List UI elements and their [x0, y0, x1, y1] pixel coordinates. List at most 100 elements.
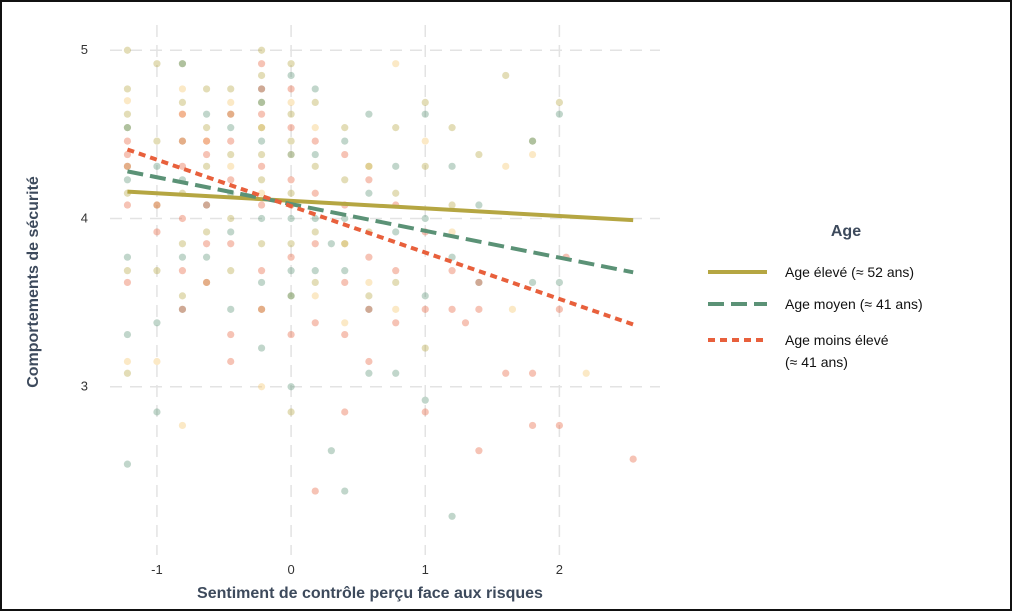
- data-point-series-1: [448, 201, 456, 209]
- data-point-series-1: [555, 98, 563, 106]
- data-point-series-1: [528, 137, 537, 145]
- data-point-series-3: [202, 240, 211, 248]
- data-point-series-2: [287, 383, 295, 391]
- data-point-series-3: [178, 137, 187, 145]
- data-point-series-3: [287, 124, 295, 132]
- data-point-series-2: [311, 214, 319, 223]
- data-point-series-1: [287, 292, 295, 300]
- data-point-series-2: [178, 253, 187, 261]
- data-point: [448, 228, 456, 236]
- data-point-series-2: [311, 267, 319, 275]
- data-point-series-3: [123, 162, 132, 170]
- data-point-series-1: [153, 201, 161, 209]
- data-point-series-3: [257, 162, 266, 170]
- data-point-series-1: [153, 137, 161, 145]
- data-point-series-2: [392, 369, 400, 377]
- data-point-series-2: [257, 85, 266, 93]
- data-point-series-1: [202, 278, 211, 287]
- data-point-series-3: [287, 85, 295, 93]
- data-point-series-3: [123, 137, 132, 145]
- data-point-series-2: [365, 369, 373, 377]
- data-point-series-2: [227, 228, 235, 236]
- data-point-series-2: [475, 278, 483, 287]
- data-point: [582, 369, 590, 377]
- data-point-series-2: [202, 253, 211, 261]
- data-point-series-1: [311, 228, 319, 236]
- data-point-series-2: [528, 137, 537, 145]
- data-point-series-3: [421, 408, 429, 416]
- data-point-series-2: [257, 278, 266, 287]
- data-point-series-3: [448, 305, 456, 313]
- data-point-series-1: [178, 240, 187, 248]
- data-point-series-3: [202, 278, 211, 287]
- data-point: [528, 150, 537, 159]
- data-point-series-1: [257, 176, 266, 184]
- data-point-series-3: [178, 162, 187, 170]
- data-point-series-1: [202, 85, 211, 93]
- data-point-series-3: [257, 305, 266, 313]
- data-point: [227, 98, 235, 106]
- data-point-series-3: [311, 240, 319, 248]
- data-point: [227, 162, 235, 170]
- data-point-series-1: [341, 124, 349, 132]
- data-point-series-2: [341, 214, 349, 223]
- data-point-series-1: [202, 228, 211, 236]
- data-point-series-1: [392, 189, 400, 197]
- data-point-series-1: [365, 162, 373, 170]
- data-point-series-3: [178, 214, 187, 223]
- x-tick-labels: -1 0 1 2: [151, 562, 563, 577]
- data-point: [365, 162, 373, 170]
- data-point-series-1: [287, 60, 295, 68]
- data-point-series-2: [123, 124, 132, 132]
- data-point-series-1: [502, 71, 510, 80]
- legend: Age Age élevé (≈ 52 ans) Age moyen (≈ 41 …: [708, 223, 923, 370]
- data-point-series-1: [123, 162, 132, 170]
- data-point-series-2: [123, 176, 132, 184]
- data-point-series-1: [287, 189, 295, 197]
- data-point-series-3: [123, 150, 132, 159]
- data-point-series-2: [365, 189, 373, 197]
- data-point-series-2: [555, 110, 563, 118]
- y-tick-labels: 3 4 5: [81, 42, 88, 394]
- data-point-series-2: [392, 228, 400, 236]
- data-point-series-3: [475, 278, 483, 287]
- data-point-series-2: [311, 150, 319, 159]
- data-point-series-1: [448, 124, 456, 132]
- data-point: [508, 305, 517, 313]
- data-point-series-2: [421, 292, 429, 300]
- y-tick-label: 4: [81, 210, 88, 225]
- x-axis-title: Sentiment de contrôle perçu face aux ris…: [197, 585, 543, 602]
- grid-lines: [110, 25, 660, 555]
- legend-label-series-3: Age moins élevé (≈ 41 ans): [785, 332, 889, 370]
- data-point-series-3: [202, 201, 211, 209]
- data-point-series-1: [178, 98, 187, 106]
- data-point-series-3: [555, 421, 563, 430]
- data-point-series-1: [341, 240, 349, 248]
- data-point: [502, 162, 510, 170]
- data-point-series-2: [448, 512, 456, 520]
- data-point-series-2: [421, 396, 429, 404]
- data-point-series-3: [365, 357, 373, 366]
- trend-line-series-1: [127, 189, 634, 223]
- x-tick-label: 2: [556, 562, 563, 577]
- x-tick-label: 0: [287, 562, 294, 577]
- data-point-series-2: [287, 71, 295, 80]
- data-point-series-2: [475, 201, 483, 209]
- data-point: [311, 292, 319, 300]
- data-point-series-2: [341, 267, 349, 275]
- data-point-series-2: [555, 278, 563, 287]
- data-point-series-1: [227, 110, 235, 118]
- data-point: [392, 60, 400, 68]
- data-point-series-3: [475, 305, 483, 313]
- data-point-series-3: [528, 421, 537, 430]
- data-point-series-2: [528, 278, 537, 287]
- data-point-series-2: [178, 305, 187, 313]
- data-point-series-3: [227, 176, 235, 184]
- data-point-series-3: [555, 305, 563, 313]
- data-point: [287, 98, 295, 106]
- data-point-series-2: [123, 253, 132, 261]
- data-point-series-2: [153, 408, 161, 416]
- data-point-series-2: [287, 214, 295, 223]
- data-point-series-1: [227, 267, 235, 275]
- data-point-series-1: [287, 408, 295, 416]
